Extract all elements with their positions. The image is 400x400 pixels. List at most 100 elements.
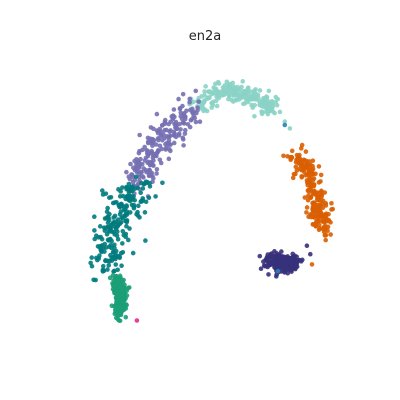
- scatter-point: [145, 153, 151, 159]
- scatter-point: [178, 127, 183, 132]
- scatter-point: [322, 190, 328, 195]
- scatter-point: [105, 205, 110, 211]
- scatter-point: [107, 211, 112, 217]
- scatter-point: [316, 204, 322, 210]
- scatter-point: [151, 126, 156, 132]
- scatter-point: [240, 79, 246, 84]
- scatter-point: [135, 185, 140, 191]
- scatter-point: [257, 88, 263, 93]
- scatter-point: [266, 108, 272, 114]
- scatter-point: [323, 237, 329, 243]
- scatter-point: [173, 125, 178, 130]
- scatter-point: [240, 93, 245, 99]
- scatter-point: [151, 158, 156, 163]
- scatter-point: [124, 184, 129, 190]
- scatter-point: [321, 215, 327, 221]
- scatter-point: [118, 293, 124, 298]
- scatter-point: [160, 180, 165, 186]
- scatter-point: [235, 84, 240, 90]
- scatter-point: [121, 204, 126, 209]
- scatter-point: [136, 203, 141, 209]
- scatter-point: [103, 258, 108, 264]
- scatter-point: [114, 289, 120, 295]
- scatter-point: [130, 179, 136, 185]
- scatter-point: [251, 96, 257, 101]
- scatter-point: [178, 113, 184, 119]
- scatter-point: [216, 95, 222, 101]
- scatter-point: [120, 193, 126, 199]
- scatter-point: [118, 287, 124, 292]
- scatter-point: [92, 228, 97, 233]
- scatter-point: [304, 205, 310, 210]
- scatter-point: [120, 241, 125, 246]
- scatter-point: [187, 124, 193, 130]
- scatter-point: [124, 223, 129, 229]
- scatter-point: [233, 97, 239, 103]
- scatter-point: [156, 148, 161, 154]
- scatter-point: [258, 266, 264, 272]
- scatter-point: [181, 143, 186, 148]
- scatter-point: [197, 119, 203, 124]
- scatter-point: [146, 195, 152, 201]
- scatter-point: [120, 185, 125, 190]
- scatter-point: [288, 267, 293, 272]
- scatter-point: [203, 84, 208, 89]
- scatter-point: [265, 99, 271, 104]
- scatter-point: [287, 126, 293, 131]
- scatter-point: [264, 94, 269, 99]
- scatter-point: [99, 236, 105, 242]
- scatter-point: [312, 204, 317, 210]
- scatter-point: [224, 79, 230, 85]
- scatter-point: [162, 119, 168, 125]
- scatter-point: [290, 175, 296, 181]
- scatter-point: [212, 90, 217, 96]
- scatter-point: [98, 247, 104, 253]
- scatter-point: [120, 279, 126, 285]
- scatter-point: [282, 119, 288, 124]
- scatter-point: [308, 251, 313, 257]
- scatter-point: [120, 228, 126, 234]
- scatter-point: [133, 174, 139, 180]
- scatter-point: [228, 87, 234, 93]
- scatter-point: [281, 153, 286, 159]
- scatter-point: [281, 268, 286, 274]
- scatter-point: [312, 191, 317, 197]
- scatter-point: [117, 273, 123, 279]
- scatter-point: [287, 258, 292, 264]
- scatter-point: [136, 150, 142, 156]
- scatter-point: [171, 129, 177, 135]
- scatter-point: [122, 207, 127, 213]
- scatter-point: [145, 139, 151, 145]
- scatter-point: [182, 127, 188, 133]
- scatter-point: [187, 99, 192, 105]
- scatter-point: [116, 283, 122, 288]
- scatter-point: [319, 192, 325, 198]
- scatter-point: [272, 265, 277, 270]
- scatter-point: [130, 250, 136, 256]
- scatter-point: [101, 225, 107, 230]
- scatter-point: [176, 132, 182, 138]
- scatter-point: [150, 173, 155, 179]
- scatter-point: [115, 316, 121, 322]
- scatter-point: [249, 102, 254, 108]
- scatter-point: [248, 95, 253, 101]
- scatter-point: [329, 201, 334, 206]
- scatter-point: [114, 254, 120, 260]
- scatter-point: [310, 177, 316, 183]
- scatter-point: [105, 220, 111, 225]
- scatter-point: [320, 205, 326, 211]
- scatter-point: [160, 138, 165, 143]
- scatter-point: [154, 171, 159, 176]
- scatter-point: [131, 202, 137, 208]
- scatter-point: [114, 200, 119, 205]
- scatter-point: [139, 180, 144, 186]
- scatter-point: [316, 190, 321, 196]
- scatter-point: [251, 89, 257, 95]
- scatter-point: [102, 241, 108, 247]
- scatter-point: [100, 188, 105, 193]
- scatter-point: [307, 159, 312, 164]
- scatter-point: [309, 211, 315, 216]
- scatter-point: [140, 186, 146, 191]
- scatter-point: [273, 99, 278, 105]
